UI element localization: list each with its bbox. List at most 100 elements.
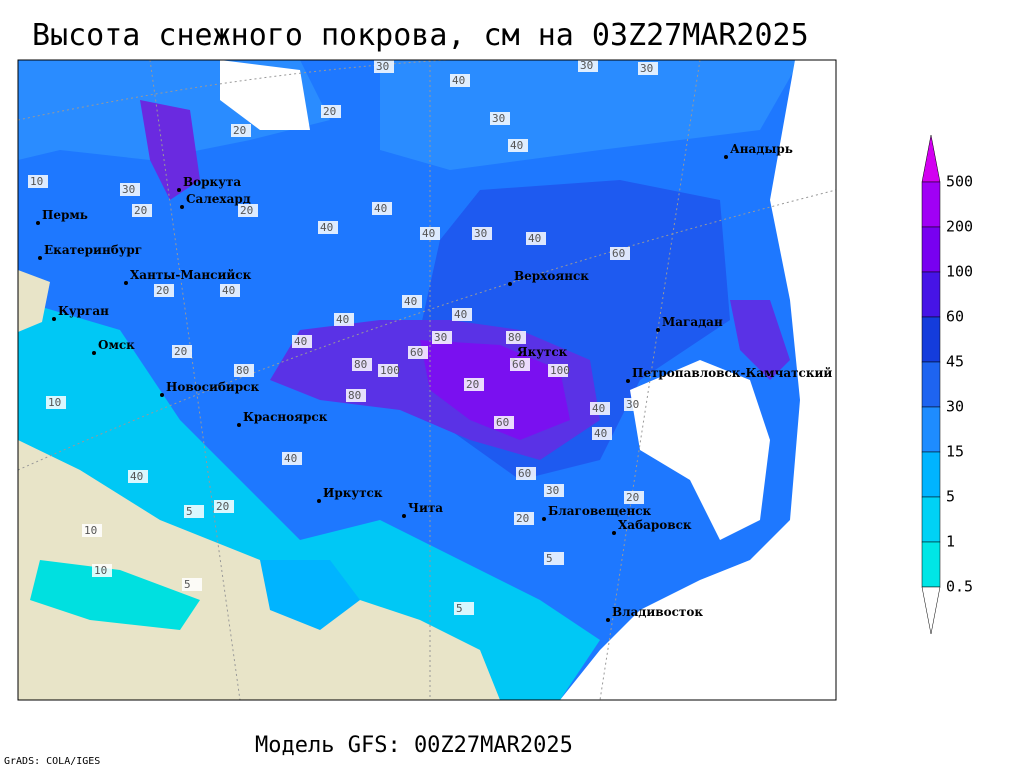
- colorbar-top: [921, 134, 941, 183]
- city-dot: [160, 393, 164, 397]
- contour-label: 30: [492, 112, 505, 125]
- contour-label-bg: [508, 139, 528, 152]
- contour-label-bg: [638, 62, 658, 75]
- contour-label-bg: [624, 491, 644, 504]
- contour-label: 80: [348, 389, 361, 402]
- contour-label-bg: [510, 358, 530, 371]
- contour-label: 5: [184, 578, 191, 591]
- contour-label: 20: [240, 204, 253, 217]
- contour-label: 80: [508, 331, 521, 344]
- contour-label: 60: [512, 358, 525, 371]
- map: Воркута Салехард Пермь Екатеринбург Ханты-Ма…: [6, 0, 836, 700]
- city-dot: [626, 379, 630, 383]
- colorbar-segment: [921, 406, 941, 453]
- contour-label: 40: [222, 284, 235, 297]
- city-dot: [177, 188, 181, 192]
- contour-label-bg: [318, 221, 338, 234]
- city-dot: [508, 282, 512, 286]
- colorbar-segment: [921, 271, 941, 318]
- contour-label: 60: [518, 467, 531, 480]
- colorbar-label: 60: [946, 308, 964, 326]
- model-label: Модель GFS: 00Z27MAR2025: [255, 733, 573, 758]
- colorbar-bottom: [921, 586, 941, 635]
- contour-label-bg: [6, 0, 26, 3]
- title: Высота снежного покрова, см на 03Z27MAR2…: [32, 18, 809, 53]
- contour-label: 30: [640, 62, 653, 75]
- contour-label-bg: [184, 505, 204, 518]
- contour-label-bg: [378, 364, 398, 377]
- contour-label-bg: [372, 202, 392, 215]
- contour-label: 60: [496, 416, 509, 429]
- city-dot: [612, 531, 616, 535]
- contour-label-bg: [464, 378, 484, 391]
- contour-label-bg: [214, 500, 234, 513]
- contour-label: 10: [94, 564, 107, 577]
- city-dot: [180, 205, 184, 209]
- city-label: Якутск: [517, 345, 568, 359]
- contour-label-bg: [578, 60, 598, 72]
- contour-label: 40: [594, 427, 607, 440]
- contour-label-bg: [132, 204, 152, 217]
- colorbar-label: 30: [946, 398, 964, 416]
- contour-label: 40: [422, 227, 435, 240]
- colorbar-label: 100: [946, 263, 973, 281]
- contour-label-bg: [402, 295, 422, 308]
- contour-label: 20: [134, 204, 147, 217]
- contour-label-bg: [374, 60, 394, 73]
- contour-label: 40: [510, 139, 523, 152]
- contour-label-bg: [544, 552, 564, 565]
- contour-label: 30: [580, 59, 593, 72]
- contour-label: 30: [546, 484, 559, 497]
- contour-label: 20: [233, 124, 246, 137]
- contour-label: 20: [466, 378, 479, 391]
- colorbar-segment: [921, 541, 941, 588]
- contour-label-bg: [220, 284, 240, 297]
- contour-label: 10: [8, 0, 21, 3]
- contour-label-bg: [182, 578, 202, 591]
- contour-label: 100: [550, 364, 570, 377]
- colorbar-segment: [921, 226, 941, 273]
- city-dot: [656, 328, 660, 332]
- city-label: Чита: [408, 501, 443, 515]
- city-label: Владивосток: [612, 605, 703, 619]
- contour-label: 60: [612, 247, 625, 260]
- city-label: Новосибирск: [166, 380, 259, 394]
- city-label: Ханты-Мансийск: [130, 268, 252, 282]
- city-label: Красноярск: [243, 410, 328, 424]
- contour-label: 30: [434, 331, 447, 344]
- city-dot: [542, 517, 546, 521]
- city-label: Курган: [58, 304, 109, 318]
- contour-label: 10: [30, 175, 43, 188]
- contour-label: 20: [516, 512, 529, 525]
- city-label: Анадырь: [730, 142, 793, 156]
- colorbar-label: 5: [946, 488, 955, 506]
- contour-label: 80: [236, 364, 249, 377]
- city-label: Магадан: [662, 315, 723, 329]
- contour-label-bg: [516, 467, 536, 480]
- contour-label-bg: [490, 112, 510, 125]
- contour-label: 60: [410, 346, 423, 359]
- contour-label: 100: [380, 364, 400, 377]
- city-label: Верхоянск: [514, 269, 589, 283]
- contour-label-bg: [544, 484, 564, 497]
- contour-label-bg: [352, 358, 372, 371]
- contour-label-bg: [506, 331, 526, 344]
- contour-label-bg: [454, 602, 474, 615]
- contour-label: 20: [216, 500, 229, 513]
- contour-label-bg: [548, 364, 568, 377]
- credit: GrADS: COLA/IGES: [4, 756, 100, 767]
- contour-label: 5: [456, 602, 463, 615]
- contour-label: 30: [626, 398, 639, 411]
- contour-label: 30: [474, 227, 487, 240]
- contour-label: 40: [592, 402, 605, 415]
- contour-label: 30: [376, 60, 389, 73]
- contour-label-bg: [46, 396, 66, 409]
- contour-label: 80: [354, 358, 367, 371]
- contour-label-bg: [514, 512, 534, 525]
- contour-label: 40: [284, 452, 297, 465]
- contour-label: 20: [156, 284, 169, 297]
- colorbar-label: 1: [946, 533, 955, 551]
- colorbar-label: 45: [946, 353, 964, 371]
- city-label: Петропавловск-Камчатский: [632, 366, 832, 380]
